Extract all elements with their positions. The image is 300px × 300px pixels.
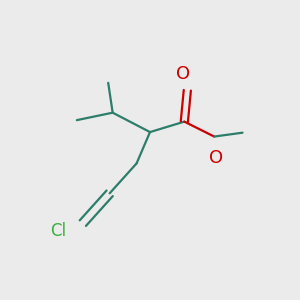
Text: O: O <box>208 148 223 166</box>
Text: O: O <box>176 65 190 83</box>
Text: Cl: Cl <box>50 222 66 240</box>
